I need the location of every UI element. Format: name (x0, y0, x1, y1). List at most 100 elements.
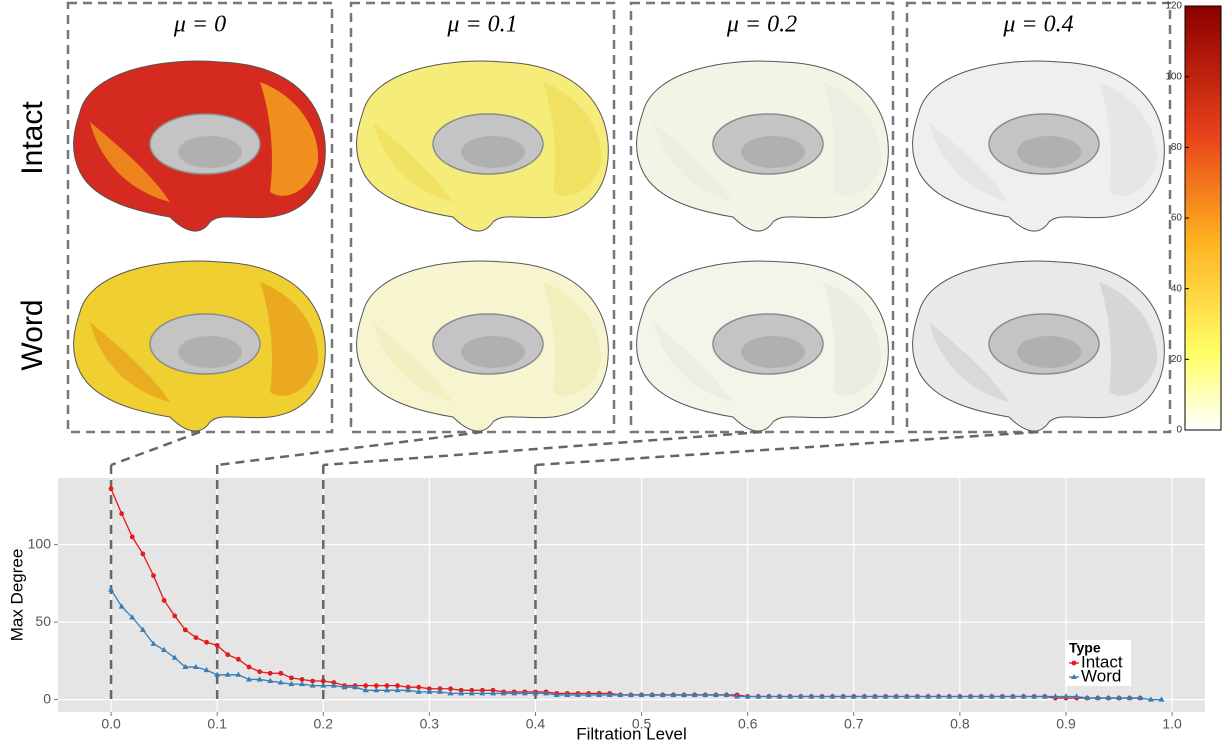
brain-region (1099, 82, 1158, 196)
data-point (543, 690, 550, 696)
plot-background (58, 478, 1205, 712)
data-point (702, 691, 709, 697)
data-point (691, 691, 698, 697)
data-point (1116, 694, 1123, 701)
y-tick-label: 0 (43, 690, 51, 706)
colorbar-tick-label: 20 (1171, 354, 1183, 365)
data-point (861, 693, 868, 699)
data-point (818, 693, 825, 699)
data-point (257, 669, 263, 675)
legend-marker (1071, 674, 1077, 679)
brain-region (373, 322, 453, 402)
panel-title: μ = 0.1 (446, 12, 517, 38)
brain-region (260, 82, 319, 196)
brain-image (636, 60, 889, 232)
data-point (373, 683, 379, 689)
legend-label: Intact (1081, 652, 1123, 671)
data-point (670, 691, 677, 697)
brain-region (1099, 282, 1158, 396)
data-point (978, 693, 985, 699)
data-point (320, 682, 327, 688)
data-point (840, 693, 847, 699)
brain-region (543, 82, 602, 196)
brain-image (73, 260, 326, 432)
data-point (681, 691, 688, 697)
data-point (320, 678, 326, 684)
data-point (352, 684, 359, 690)
brain-region (543, 282, 602, 396)
brain-panels: μ = 0 μ = 0.1 μ = 0.2 μ = 0.4 Intact Word 0 20 4… (16, 1, 1222, 436)
data-point (224, 671, 231, 677)
data-point (1052, 693, 1059, 699)
x-tick-label: 0.6 (738, 716, 758, 732)
data-point (617, 691, 624, 697)
data-point (140, 551, 146, 557)
data-point (182, 663, 189, 670)
data-point (416, 684, 422, 690)
data-point (214, 642, 220, 648)
data-point (1020, 693, 1027, 699)
data-point (383, 687, 390, 693)
x-tick-label: 0.5 (632, 716, 652, 732)
brain-region (929, 322, 1009, 402)
data-point (532, 690, 539, 696)
data-point (299, 677, 305, 682)
data-point (119, 511, 125, 517)
data-point (787, 693, 794, 699)
data-point (649, 691, 656, 697)
y-tick-label: 100 (28, 535, 52, 551)
data-point (192, 663, 199, 670)
data-point (267, 677, 274, 684)
x-tick-label: 0.4 (526, 716, 546, 732)
data-point (277, 679, 284, 685)
data-point (225, 652, 231, 658)
data-point (1105, 694, 1112, 701)
data-point (204, 639, 209, 645)
data-point (193, 635, 199, 641)
data-point (129, 534, 135, 540)
brain-region (260, 282, 319, 396)
data-point (447, 690, 454, 696)
thalamus (178, 336, 242, 368)
colorbar-tick-label: 80 (1171, 142, 1183, 153)
brain-region (823, 82, 882, 196)
panel-title: μ = 0 (173, 12, 226, 38)
y-axis-title: Max Degree (7, 549, 26, 642)
data-point (490, 690, 497, 696)
data-point (373, 687, 380, 693)
data-point (585, 691, 592, 697)
data-point (521, 690, 528, 696)
data-point (468, 690, 475, 696)
data-point (1031, 693, 1038, 699)
row-label: Word (16, 299, 49, 370)
colorbar-tick-label: 0 (1176, 425, 1182, 436)
brain-image (912, 60, 1165, 232)
data-point (310, 678, 316, 684)
data-point (108, 586, 115, 592)
data-point (479, 690, 486, 696)
data-point (765, 693, 772, 699)
data-point (245, 676, 252, 682)
data-point (638, 691, 645, 697)
data-point (458, 690, 465, 696)
colorbar-tick-label: 120 (1165, 1, 1182, 12)
legend-label: Word (1081, 666, 1121, 685)
connector (110, 430, 201, 467)
data-point (405, 687, 412, 693)
data-point (564, 691, 571, 697)
x-tick-label: 0.7 (844, 716, 864, 732)
data-point (776, 693, 783, 699)
x-tick-label: 0.3 (420, 716, 440, 732)
data-point (1158, 696, 1165, 702)
colorbar-tick-label: 40 (1171, 283, 1183, 294)
thalamus (1017, 136, 1081, 168)
data-point (1126, 694, 1133, 701)
data-point (235, 671, 242, 677)
data-point (712, 691, 719, 697)
thalamus (461, 136, 525, 168)
data-point (161, 598, 167, 603)
data-point (1147, 696, 1154, 702)
data-point (289, 675, 294, 681)
